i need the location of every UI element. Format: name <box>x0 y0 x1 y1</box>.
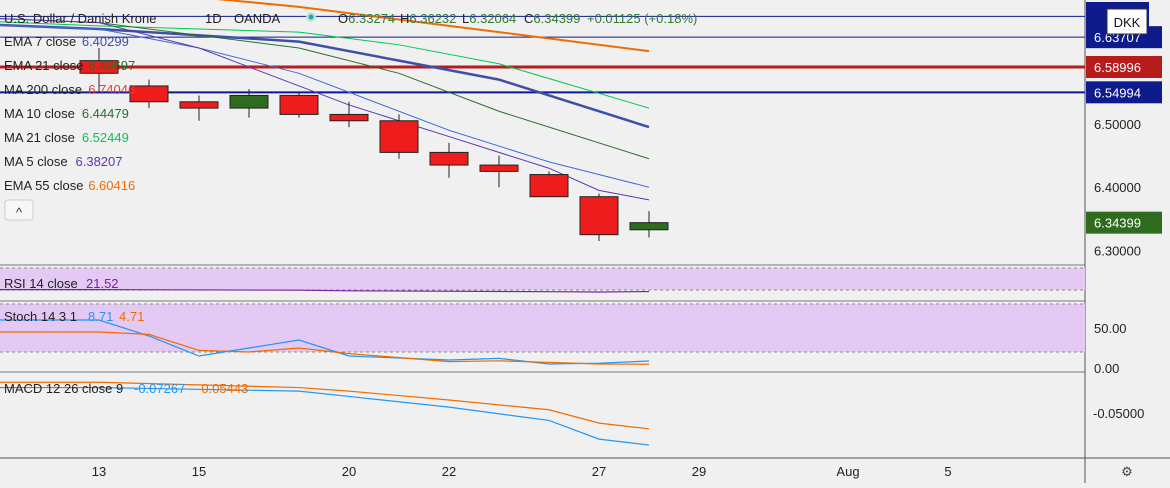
candle-body[interactable] <box>329 113 369 122</box>
indicator-legend[interactable]: EMA 7 close 6.40299 EMA 21 close 6.49697 MA … <box>4 34 135 193</box>
legend-label[interactable]: MA 21 close <box>4 130 75 145</box>
time-tick-label: 27 <box>592 464 606 479</box>
ohlc-readout: O6.33274 H6.36232 L6.32064 C6.34399 <box>338 11 580 26</box>
candle-body[interactable] <box>129 85 169 103</box>
stoch-tick-0: 0.00 <box>1094 361 1119 376</box>
gear-icon[interactable]: ⚙ <box>1121 464 1133 479</box>
rsi-label[interactable]: RSI 14 close <box>4 276 78 291</box>
indicator-lines <box>0 289 650 446</box>
rsi-band <box>0 268 1085 290</box>
legend-value: 6.60416 <box>88 178 135 193</box>
rsi-value: 21.52 <box>86 276 119 291</box>
candle-body[interactable] <box>229 94 269 109</box>
candles[interactable] <box>79 47 669 242</box>
ohlc-c: C6.34399 <box>524 11 580 26</box>
stoch-tick-50: 50.00 <box>1094 321 1127 336</box>
legend-value: 6.49697 <box>88 58 135 73</box>
source-label: OANDA <box>234 11 281 26</box>
legend-value: 6.52449 <box>82 130 129 145</box>
macd-tick: -0.05000 <box>1093 406 1144 421</box>
time-tick-label: 5 <box>944 464 951 479</box>
horizontal-levels[interactable] <box>0 15 1085 94</box>
candle-body[interactable] <box>629 222 669 231</box>
rsi-line <box>0 289 650 293</box>
symbol-title[interactable]: U.S. Dollar / Danish Krone <box>4 11 156 26</box>
time-tick-label: 13 <box>92 464 106 479</box>
legend-label[interactable]: MA 200 close <box>4 82 82 97</box>
price-axis-background <box>1085 0 1170 483</box>
candle-body[interactable] <box>179 101 219 109</box>
ohlc-h: H6.36232 <box>400 11 456 26</box>
legend-label[interactable]: EMA 7 close <box>4 34 76 49</box>
candle-body[interactable] <box>379 120 419 153</box>
interval-label[interactable]: 1D <box>205 11 222 26</box>
collapse-legend-button[interactable] <box>4 199 34 221</box>
time-tick-label: 20 <box>342 464 356 479</box>
price-marker <box>1086 55 1162 78</box>
stoch-d-value: 4.71 <box>119 309 144 324</box>
legend-label[interactable]: MA 10 close <box>4 106 75 121</box>
chevron-up-icon: ^ <box>16 205 23 220</box>
price-marker-label: 6.34399 <box>1094 216 1141 231</box>
time-tick-label: 29 <box>692 464 706 479</box>
ma-line <box>0 24 650 188</box>
price-marker-label: 6.58996 <box>1094 60 1141 75</box>
stoch-k-value: 8.71 <box>88 309 113 324</box>
price-tick-label: 6.30000 <box>1094 244 1141 259</box>
time-tick-label: 22 <box>442 464 456 479</box>
candle-body[interactable] <box>579 196 619 236</box>
ma-line <box>0 21 650 109</box>
price-marker <box>1086 211 1162 234</box>
legend-value: 6.40299 <box>82 34 129 49</box>
ohlc-o: O6.33274 <box>338 11 395 26</box>
candle-body[interactable] <box>479 164 519 172</box>
legend-label[interactable]: MA 5 close <box>4 154 68 169</box>
macd-line <box>0 386 650 446</box>
time-axis-labels[interactable]: 13 15 20 22 27 29 Aug 5 <box>92 464 952 479</box>
price-tick-label: 6.50000 <box>1094 117 1141 132</box>
time-tick-label: Aug <box>836 464 859 479</box>
time-tick-label: 15 <box>192 464 206 479</box>
stoch-d-line <box>0 331 650 365</box>
stoch-band <box>0 304 1085 352</box>
legend-value: 6.44479 <box>82 106 129 121</box>
candle-body[interactable] <box>79 60 119 74</box>
market-status-dot <box>308 14 314 20</box>
price-marker <box>1086 81 1162 104</box>
price-axis-ticks[interactable]: 6.50000 6.40000 6.30000 <box>1094 117 1141 259</box>
macd-signal-value: -0.05443 <box>197 381 248 396</box>
currency-badge-label: DKK <box>1114 15 1141 30</box>
macd-label[interactable]: MACD 12 26 close 9 <box>4 381 123 396</box>
ohlc-l: L6.32064 <box>462 11 516 26</box>
stoch-label[interactable]: Stoch 14 3 1 <box>4 309 77 324</box>
price-marker-label: 6.54994 <box>1094 85 1141 100</box>
legend-label[interactable]: EMA 21 close <box>4 58 84 73</box>
legend-value: 6.38207 <box>76 154 123 169</box>
ma-line <box>216 0 650 53</box>
price-tick-label: 6.40000 <box>1094 180 1141 195</box>
currency-badge[interactable] <box>1106 8 1148 35</box>
candle-body[interactable] <box>429 151 469 166</box>
candle-body[interactable] <box>529 174 569 198</box>
macd-value: -0.07267 <box>134 381 185 396</box>
macd-signal-line <box>0 381 650 430</box>
candle-body[interactable] <box>279 94 319 115</box>
legend-value: 6.74046 <box>88 82 135 97</box>
change-readout: +0.01125 (+0.18%) <box>587 11 697 26</box>
legend-label[interactable]: EMA 55 close <box>4 178 84 193</box>
stoch-k-line <box>0 319 650 365</box>
